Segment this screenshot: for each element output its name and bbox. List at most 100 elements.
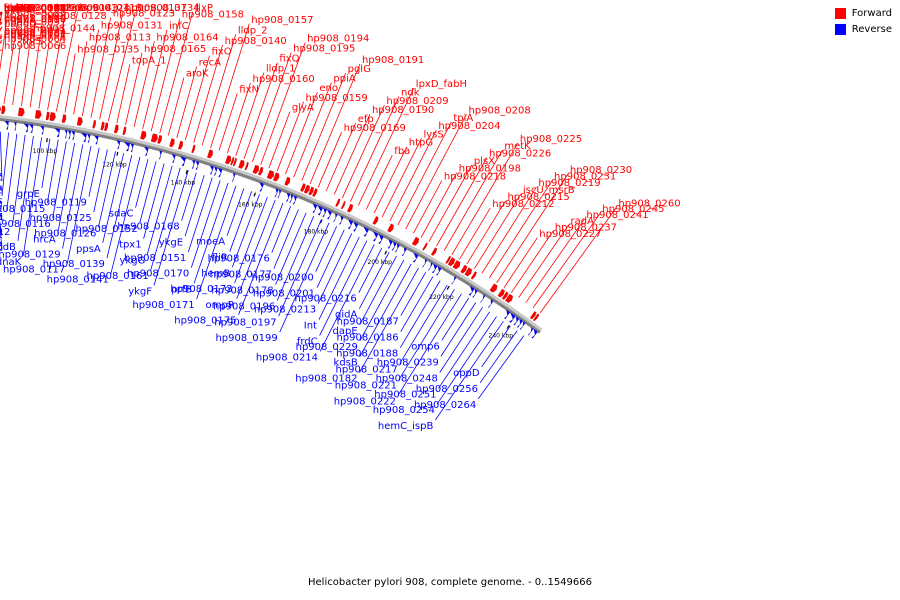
leader-line	[325, 122, 357, 192]
reverse-gene-label: hp908_0251	[374, 389, 436, 400]
reverse-gene	[171, 154, 176, 164]
forward-gene-label: hp908_0060	[4, 3, 66, 14]
leader-line	[235, 72, 265, 157]
forward-gene-label: glyA	[292, 103, 314, 114]
leader-line	[184, 175, 205, 237]
forward-gene-label: ndk	[401, 87, 420, 98]
forward-gene-label: recA	[199, 58, 222, 69]
tick-mark	[253, 192, 256, 197]
leader-line	[146, 165, 173, 255]
forward-gene-label: hp908_0157	[251, 15, 313, 26]
leader-line	[187, 177, 213, 253]
backbone-line	[0, 118, 541, 334]
legend-reverse: Reverse	[834, 24, 892, 35]
reverse-gene	[509, 312, 516, 323]
leader-line	[441, 297, 469, 341]
reverse-gene-label: hp908_0186	[336, 333, 398, 344]
forward-gene-label: hp908_0105	[4, 3, 66, 14]
leader-line	[438, 311, 490, 389]
forward-gene-label: hp908_0140	[225, 36, 287, 47]
gene-labels: hp908_0066 hp908_0031 hp908_0048hp908_0065…	[0, 3, 681, 432]
forward-gene	[122, 126, 127, 136]
leader-line	[88, 147, 100, 197]
forward-gene-label: thrS	[22, 36, 43, 47]
forward-gene	[238, 159, 245, 169]
reverse-gene	[394, 243, 400, 253]
leader-line	[107, 11, 136, 122]
reverse-gene-label: kdsB	[334, 358, 358, 369]
forward-gene-label: hp908_0062	[4, 29, 66, 40]
leader-line	[64, 53, 76, 113]
leader-line	[503, 237, 538, 288]
reverse-gene-label: hp908_0187	[337, 317, 399, 328]
leader-line	[496, 173, 569, 284]
reverse-gene	[531, 329, 538, 339]
tick-mark	[506, 324, 510, 329]
leader-line	[243, 62, 278, 160]
forward-gene	[113, 124, 119, 134]
reverse-gene-label: hp908_0229	[296, 342, 358, 353]
reverse-gene	[213, 166, 218, 176]
forward-gene-label: hp908_0198	[459, 164, 521, 175]
reverse-gene-label: hp908_0199	[215, 333, 277, 344]
reverse-swatch	[834, 24, 846, 35]
forward-gene-label: hp908_0144	[33, 24, 95, 35]
reverse-gene	[322, 208, 327, 218]
forward-gene-label: hp908_0088	[4, 3, 66, 14]
leader-line	[511, 231, 554, 293]
forward-gene-label: ppiA	[333, 74, 355, 85]
forward-gene-label: hp908_0136	[21, 3, 83, 14]
forward-gene	[191, 144, 196, 154]
leader-line	[413, 180, 443, 234]
leader-line	[474, 193, 522, 269]
reverse-gene	[504, 309, 511, 320]
forward-gene	[207, 149, 213, 159]
forward-gene-label: hp908_0190	[372, 105, 434, 116]
reverse-gene-label: tpx1	[119, 240, 142, 251]
tick-mark	[46, 138, 48, 143]
forward-gene-label: hp908_0195	[293, 43, 355, 54]
leader-line	[167, 77, 185, 136]
leader-line	[143, 163, 165, 239]
leader-line	[234, 196, 268, 284]
forward-gene-label: hp908_0102	[4, 3, 66, 14]
forward-gene-label: hp908_0237	[555, 222, 617, 233]
reverse-gene	[480, 294, 486, 303]
leader-line	[41, 138, 51, 189]
leader-line	[479, 330, 518, 384]
reverse-gene	[347, 219, 354, 230]
forward-gene	[225, 155, 231, 165]
reverse-gene-label: oppD	[453, 368, 480, 379]
leader-line	[139, 161, 157, 224]
forward-gene-label: hp908_0048	[4, 11, 66, 22]
reverse-gene-label: prfB	[171, 284, 192, 295]
forward-gene	[244, 161, 249, 171]
leader-line	[150, 18, 181, 132]
leader-line	[93, 149, 108, 213]
forward-gene	[447, 257, 456, 267]
forward-gene	[100, 121, 105, 131]
reverse-gene-label: hp908_0168	[117, 222, 179, 233]
leader-line	[229, 191, 253, 252]
leader-line	[399, 280, 441, 348]
forward-gene	[347, 203, 354, 213]
forward-gene-label: efp	[358, 114, 374, 125]
forward-gene	[49, 112, 56, 122]
leader-line	[309, 63, 361, 185]
reverse-gene	[285, 192, 291, 202]
forward-gene	[505, 293, 513, 303]
forward-gene-label: hp908_0063	[4, 3, 66, 14]
forward-gene-label: tpiA	[453, 113, 473, 124]
forward-gene	[387, 223, 394, 233]
forward-gene-label: prfA	[4, 3, 25, 14]
reverse-gene	[353, 221, 359, 232]
reverse-gene	[312, 203, 318, 213]
reverse-gene-label: hp908_0173	[170, 284, 232, 295]
reverse-gene	[513, 316, 520, 326]
forward-gene	[272, 172, 280, 182]
reverse-gene-label: hp908_0196	[213, 301, 275, 312]
forward-gene	[532, 313, 540, 322]
reverse-gene	[339, 215, 344, 225]
leader-line	[22, 137, 43, 256]
forward-gene-label: hp908_0165	[144, 44, 206, 55]
